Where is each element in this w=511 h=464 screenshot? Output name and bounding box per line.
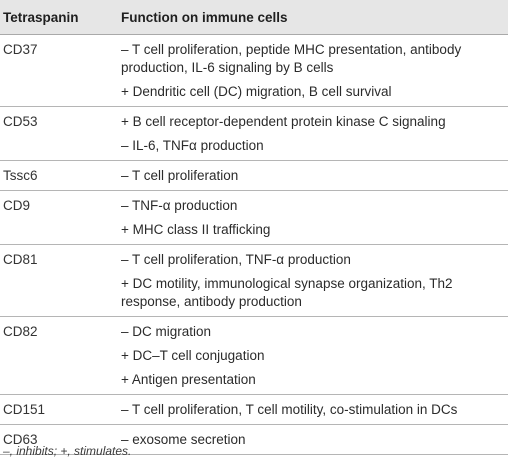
table-body: CD37 – T cell proliferation, peptide MHC … <box>0 35 508 455</box>
function-list: – T cell proliferation <box>110 161 508 191</box>
function-list: – T cell proliferation, peptide MHC pres… <box>110 35 508 107</box>
function-item: – T cell proliferation, peptide MHC pres… <box>121 42 462 75</box>
function-list: – TNF-α production + MHC class II traffic… <box>110 191 508 245</box>
tetraspanin-name: CD81 <box>3 252 38 267</box>
function-item: – T cell proliferation <box>121 168 239 183</box>
table-row: CD63 – exosome secretion <box>0 425 508 455</box>
table-row: CD82 – DC migration + DC–T cell conjugatio… <box>0 317 508 395</box>
tetraspanin-function-table: Tetraspanin Function on immune cells CD3… <box>0 0 508 455</box>
function-item: – TNF-α production <box>121 198 238 213</box>
function-item: + Antigen presentation <box>121 372 256 387</box>
function-item: + DC motility, immunological synapse org… <box>121 276 453 309</box>
tetraspanin-name: CD151 <box>3 402 46 417</box>
tetraspanin-name: CD53 <box>3 114 38 129</box>
function-item: – T cell proliferation, TNF-α production <box>121 252 351 267</box>
table-row: Tssc6 – T cell proliferation <box>0 161 508 191</box>
table-row: CD37 – T cell proliferation, peptide MHC … <box>0 35 508 107</box>
table-row: CD9 – TNF-α production + MHC class II traf… <box>0 191 508 245</box>
function-list: – T cell proliferation, T cell motility,… <box>110 395 508 425</box>
function-item: – DC migration <box>121 324 212 339</box>
function-item: – exosome secretion <box>121 432 246 447</box>
table-row: CD53 + B cell receptor-dependent protein … <box>0 107 508 161</box>
function-list: – T cell proliferation, TNF-α production… <box>110 245 508 317</box>
function-item: + Dendritic cell (DC) migration, B cell … <box>121 84 392 99</box>
function-item: + MHC class II trafficking <box>121 222 271 237</box>
function-item: + B cell receptor-dependent protein kina… <box>121 114 446 129</box>
function-list: – DC migration + DC–T cell conjugation + A… <box>110 317 508 395</box>
tetraspanin-name: CD9 <box>3 198 31 213</box>
table-header-row: Tetraspanin Function on immune cells <box>0 0 508 35</box>
header-function: Function on immune cells <box>121 9 288 25</box>
function-list: – exosome secretion <box>110 425 508 455</box>
tetraspanin-name: Tssc6 <box>3 168 38 183</box>
function-item: – IL-6, TNFα production <box>121 138 264 153</box>
tetraspanin-name: CD63 <box>3 432 38 447</box>
table-row: CD81 – T cell proliferation, TNF-α produc… <box>0 245 508 317</box>
function-list: + B cell receptor-dependent protein kina… <box>110 107 508 161</box>
function-item: + DC–T cell conjugation <box>121 348 265 363</box>
tetraspanin-name: CD37 <box>3 42 38 57</box>
table-footnote: –, inhibits; +, stimulates. <box>3 444 132 458</box>
header-tetraspanin: Tetraspanin <box>3 9 79 25</box>
table-row: CD151 – T cell proliferation, T cell moti… <box>0 395 508 425</box>
function-item: – T cell proliferation, T cell motility,… <box>121 402 458 417</box>
tetraspanin-name: CD82 <box>3 324 38 339</box>
